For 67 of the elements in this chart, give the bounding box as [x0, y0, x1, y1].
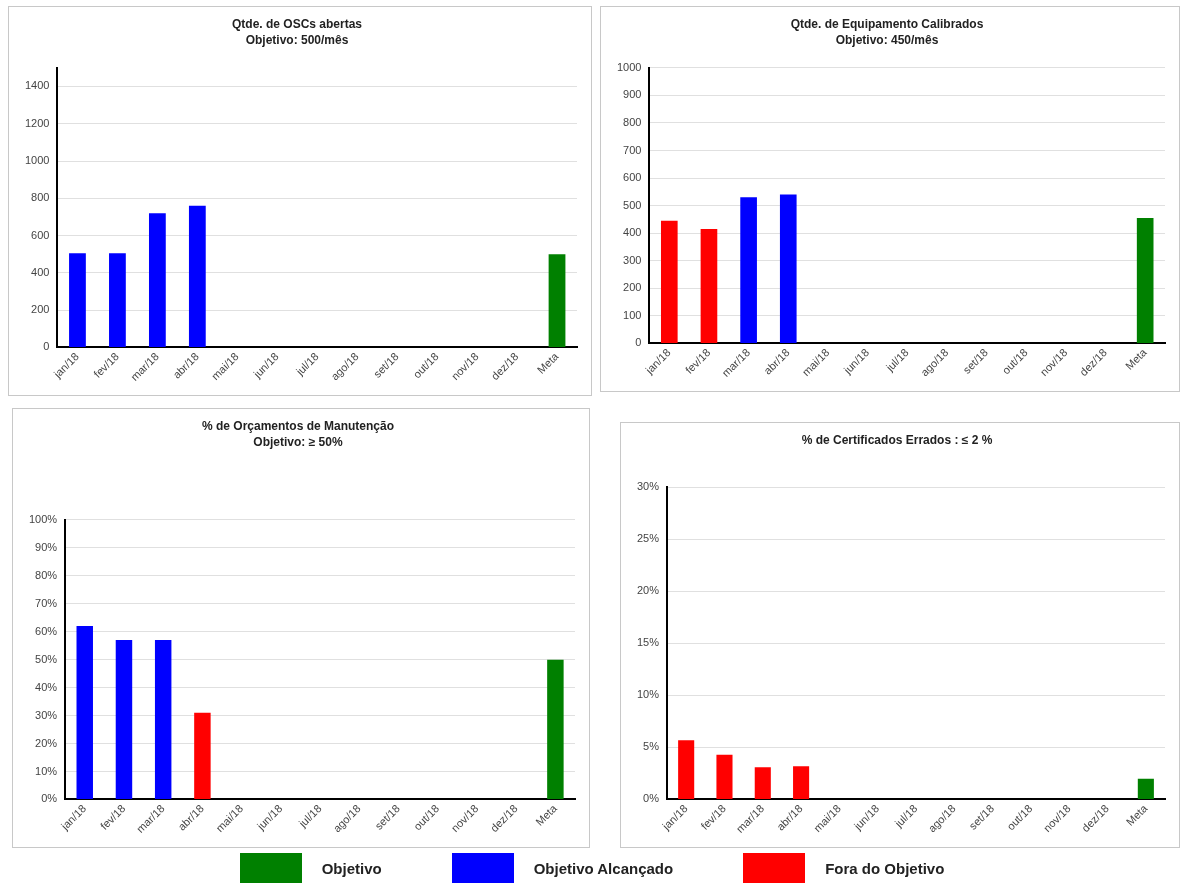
- y-tick-label: 500: [623, 198, 642, 211]
- chart-title: % de Certificados Errados : ≤ 2 %: [801, 432, 993, 447]
- y-tick-label: 5%: [643, 740, 660, 753]
- y-tick-label: 30%: [35, 708, 58, 721]
- bar: [115, 640, 133, 799]
- legend-label: Objetivo: [321, 859, 382, 877]
- bar: [793, 766, 810, 799]
- y-tick-label: 25%: [636, 532, 660, 545]
- y-tick-label: 90%: [35, 540, 58, 553]
- bar: [660, 220, 678, 343]
- bar: [154, 640, 172, 799]
- y-tick-label: 10%: [35, 764, 58, 777]
- bar: [779, 194, 797, 343]
- y-tick-label: 1400: [24, 79, 50, 92]
- y-tick-label: 200: [31, 303, 50, 316]
- bar: [547, 659, 564, 799]
- bar: [109, 253, 126, 347]
- chart-title: Qtde. de OSCs abertas: [231, 16, 363, 31]
- y-tick-label: 100: [623, 308, 642, 321]
- y-tick-label: 20%: [35, 736, 58, 749]
- y-tick-label: 50%: [35, 652, 58, 665]
- y-tick-label: 20%: [636, 584, 660, 597]
- y-tick-label: 70%: [35, 596, 58, 609]
- chart-subtitle: Objetivo: 500/mês: [245, 32, 349, 47]
- chart-subtitle: Objetivo: 450/mês: [835, 32, 939, 47]
- y-tick-label: 100%: [28, 512, 58, 525]
- chart-title: Qtde. de Equipamento Calibrados: [790, 16, 984, 31]
- y-tick-label: 300: [623, 253, 642, 266]
- bar: [194, 712, 211, 799]
- bar: [754, 767, 771, 799]
- y-tick-label: 10%: [636, 688, 660, 701]
- y-tick-label: 200: [623, 281, 642, 294]
- y-tick-label: 600: [623, 171, 642, 184]
- y-tick-label: 1200: [24, 116, 50, 129]
- legend-label: Objetivo Alcançado: [533, 859, 674, 877]
- chart-title: % de Orçamentos de Manutenção: [201, 418, 395, 433]
- y-tick-label: 0: [43, 340, 50, 353]
- bar: [678, 740, 695, 799]
- bar: [716, 754, 733, 799]
- bar: [188, 205, 206, 347]
- y-tick-label: 60%: [35, 624, 58, 637]
- y-tick-label: 800: [31, 191, 50, 204]
- bar: [1136, 218, 1154, 343]
- y-tick-label: 700: [623, 143, 642, 156]
- legend-label: Fora do Objetivo: [825, 859, 945, 877]
- chart-subtitle: Objetivo: ≥ 50%: [253, 434, 343, 449]
- bar: [76, 626, 93, 799]
- y-tick-label: 1000: [616, 60, 642, 73]
- y-tick-label: 0%: [41, 792, 58, 805]
- y-tick-label: 80%: [35, 568, 58, 581]
- bar: [69, 253, 86, 347]
- bar: [548, 254, 566, 347]
- bar: [1137, 778, 1154, 799]
- y-tick-label: 30%: [636, 480, 660, 493]
- bar: [148, 213, 166, 347]
- y-tick-label: 400: [31, 265, 50, 278]
- y-tick-label: 900: [623, 88, 642, 101]
- y-tick-label: 0: [635, 336, 642, 349]
- y-tick-label: 15%: [636, 636, 660, 649]
- bar: [740, 197, 757, 343]
- y-tick-label: 0%: [643, 792, 660, 805]
- bar: [700, 229, 718, 343]
- y-tick-label: 1000: [24, 154, 50, 167]
- y-tick-label: 800: [623, 115, 642, 128]
- y-tick-label: 600: [31, 228, 50, 241]
- y-tick-label: 40%: [35, 680, 58, 693]
- y-tick-label: 400: [623, 226, 642, 239]
